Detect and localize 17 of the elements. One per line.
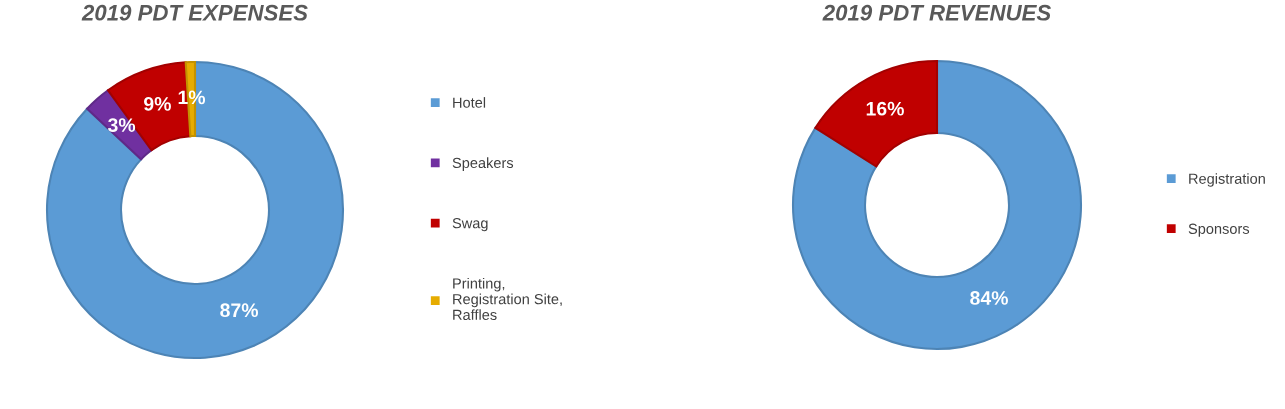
legend-label: Registration	[1189, 173, 1265, 187]
data-label: 3%	[107, 118, 136, 132]
chart-title: 2019 PDT REVENUES	[822, 4, 1052, 21]
chart-title: 2019 PDT EXPENSES	[81, 4, 308, 21]
legend-label: Sponsors	[1188, 223, 1250, 237]
data-label: 87%	[220, 303, 259, 318]
donut-slice	[814, 59, 939, 168]
legend-label: Hotel	[453, 97, 486, 108]
donut-slice	[791, 59, 1083, 351]
legend-label: Swag	[452, 218, 488, 232]
legend-label: Printing, Registration Site, Raffles	[453, 277, 562, 321]
data-label: 9%	[144, 97, 171, 111]
legend-label: Speakers	[452, 157, 514, 171]
donut-slice	[45, 60, 345, 360]
data-label: 1%	[178, 90, 206, 105]
data-label: 84%	[970, 291, 1008, 305]
data-label: 16%	[866, 101, 904, 116]
